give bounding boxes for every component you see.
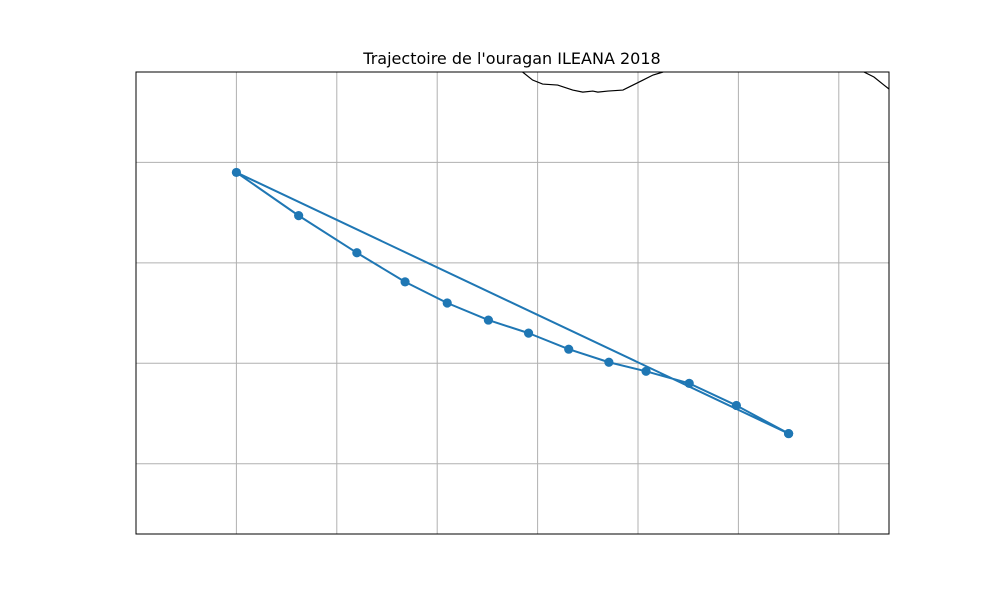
track-point-3: [294, 211, 304, 221]
track-point-7: [483, 315, 494, 325]
track-point-6: [442, 298, 452, 308]
axes-frame: [135, 71, 890, 535]
grid-layer: [136, 72, 889, 534]
coastline-2: [863, 72, 889, 90]
track-point-14: [784, 428, 794, 439]
track-point-2: [231, 167, 241, 178]
track-point-10: [604, 357, 614, 367]
track-point-13: [731, 400, 741, 411]
track-point-9: [564, 344, 574, 354]
coastline-1: [522, 72, 664, 93]
track-point-4: [352, 248, 362, 258]
chart-title: Trajectoire de l'ouragan ILEANA 2018: [362, 49, 660, 68]
series-layer: [231, 167, 794, 439]
track-point-5: [400, 277, 410, 287]
track-point-8: [523, 328, 534, 338]
track-point-12: [684, 378, 694, 388]
track-point-11: [641, 366, 651, 376]
plot-area: [135, 71, 890, 535]
coastline-layer: [522, 72, 889, 93]
track-line: [235, 171, 790, 435]
